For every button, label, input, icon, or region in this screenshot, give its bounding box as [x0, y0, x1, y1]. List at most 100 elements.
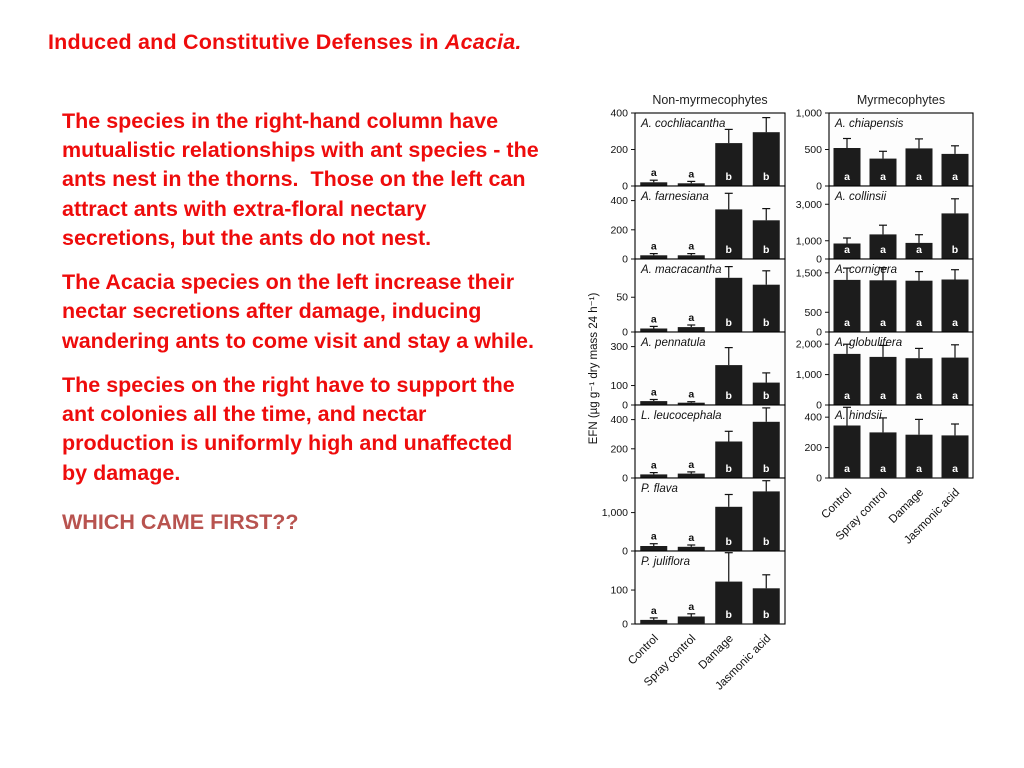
svg-text:a: a	[916, 390, 922, 402]
svg-text:a: a	[688, 601, 694, 613]
svg-text:L. leucocephala: L. leucocephala	[641, 410, 722, 422]
svg-text:a: a	[952, 317, 958, 329]
svg-text:1,000: 1,000	[796, 369, 822, 381]
svg-text:Myrmecophytes: Myrmecophytes	[857, 93, 945, 107]
body-paragraph-2: The Acacia species on the left increase …	[62, 270, 534, 353]
svg-text:a: a	[880, 244, 886, 256]
svg-text:0: 0	[622, 254, 628, 266]
svg-text:50: 50	[616, 292, 628, 304]
slide-title-text: Induced and Constitutive Defenses in	[48, 30, 445, 54]
svg-text:a: a	[651, 531, 657, 543]
svg-text:500: 500	[804, 307, 822, 319]
svg-text:a: a	[880, 390, 886, 402]
svg-text:100: 100	[610, 585, 628, 597]
svg-text:a: a	[844, 390, 850, 402]
svg-text:EFN (µg g⁻¹ dry mass 24 h⁻¹): EFN (µg g⁻¹ dry mass 24 h⁻¹)	[588, 292, 600, 444]
svg-text:200: 200	[804, 442, 822, 454]
svg-text:a: a	[688, 459, 694, 471]
svg-text:400: 400	[804, 412, 822, 424]
svg-text:a: a	[651, 241, 657, 253]
svg-text:0: 0	[622, 327, 628, 339]
svg-text:200: 200	[610, 443, 628, 455]
svg-text:Non-myrmecophytes: Non-myrmecophytes	[652, 93, 767, 107]
svg-text:0: 0	[816, 473, 822, 485]
svg-text:0: 0	[816, 254, 822, 266]
svg-text:b: b	[763, 536, 769, 548]
svg-text:A. hindsii: A. hindsii	[834, 410, 882, 422]
svg-text:0: 0	[622, 546, 628, 558]
svg-text:b: b	[763, 317, 769, 329]
svg-text:b: b	[726, 463, 732, 475]
svg-text:b: b	[726, 609, 732, 621]
svg-text:1,000: 1,000	[602, 507, 628, 519]
svg-text:200: 200	[610, 224, 628, 236]
svg-text:400: 400	[610, 195, 628, 207]
svg-text:0: 0	[622, 181, 628, 193]
svg-text:b: b	[952, 244, 958, 256]
efn-bar-charts: Non-myrmecophytes 0 200 400 a a b b A. cochliaca…	[588, 93, 974, 693]
svg-text:2,000: 2,000	[796, 339, 822, 351]
svg-text:A. chiapensis: A. chiapensis	[834, 118, 904, 130]
svg-text:a: a	[880, 463, 886, 475]
svg-text:A. pennatula: A. pennatula	[640, 337, 706, 349]
svg-text:1,500: 1,500	[796, 267, 822, 279]
svg-text:a: a	[880, 317, 886, 329]
svg-text:a: a	[916, 317, 922, 329]
svg-text:a: a	[651, 387, 657, 399]
svg-text:a: a	[844, 463, 850, 475]
svg-text:Control: Control	[819, 487, 854, 522]
svg-text:a: a	[844, 317, 850, 329]
svg-text:500: 500	[804, 144, 822, 156]
svg-text:a: a	[688, 389, 694, 401]
svg-text:A. cornigera: A. cornigera	[834, 264, 897, 276]
svg-text:400: 400	[610, 108, 628, 120]
svg-text:a: a	[952, 390, 958, 402]
svg-text:a: a	[688, 312, 694, 324]
svg-text:a: a	[844, 171, 850, 183]
svg-text:a: a	[651, 313, 657, 325]
svg-text:0: 0	[816, 400, 822, 412]
svg-text:a: a	[688, 532, 694, 544]
svg-text:A. collinsii: A. collinsii	[834, 191, 887, 203]
svg-text:b: b	[763, 244, 769, 256]
svg-text:b: b	[726, 390, 732, 402]
svg-text:b: b	[726, 244, 732, 256]
svg-text:b: b	[763, 390, 769, 402]
svg-text:3,000: 3,000	[796, 199, 822, 211]
svg-text:400: 400	[610, 414, 628, 426]
svg-text:a: a	[651, 460, 657, 472]
body-paragraph-1: The species in the right-hand column hav…	[62, 109, 545, 250]
svg-text:A. globulifera: A. globulifera	[834, 337, 902, 349]
body-paragraph-3: The species on the right have to support…	[62, 372, 521, 485]
svg-text:a: a	[880, 171, 886, 183]
svg-text:b: b	[763, 463, 769, 475]
svg-text:a: a	[952, 463, 958, 475]
svg-text:0: 0	[622, 400, 628, 412]
svg-text:a: a	[916, 244, 922, 256]
svg-text:A. farnesiana: A. farnesiana	[640, 191, 709, 203]
svg-text:a: a	[688, 241, 694, 253]
svg-text:a: a	[916, 171, 922, 183]
svg-text:1,000: 1,000	[796, 108, 822, 120]
svg-text:P. flava: P. flava	[641, 483, 678, 495]
svg-text:a: a	[916, 463, 922, 475]
svg-text:b: b	[726, 171, 732, 183]
svg-text:a: a	[688, 168, 694, 180]
svg-text:0: 0	[622, 473, 628, 485]
svg-text:a: a	[844, 244, 850, 256]
svg-text:0: 0	[816, 181, 822, 193]
slide-title: Induced and Constitutive Defenses in Aca…	[48, 30, 668, 55]
svg-text:P. juliflora: P. juliflora	[641, 556, 690, 568]
svg-text:Damage: Damage	[697, 633, 736, 672]
svg-text:a: a	[651, 167, 657, 179]
svg-text:1,000: 1,000	[796, 235, 822, 247]
svg-text:a: a	[651, 605, 657, 617]
svg-text:200: 200	[610, 144, 628, 156]
question-text: WHICH CAME FIRST??	[62, 509, 299, 534]
svg-text:b: b	[763, 609, 769, 621]
svg-text:a: a	[952, 171, 958, 183]
svg-text:Control: Control	[626, 633, 661, 668]
svg-text:A. macracantha: A. macracantha	[640, 264, 722, 276]
svg-text:0: 0	[816, 327, 822, 339]
svg-text:b: b	[726, 317, 732, 329]
